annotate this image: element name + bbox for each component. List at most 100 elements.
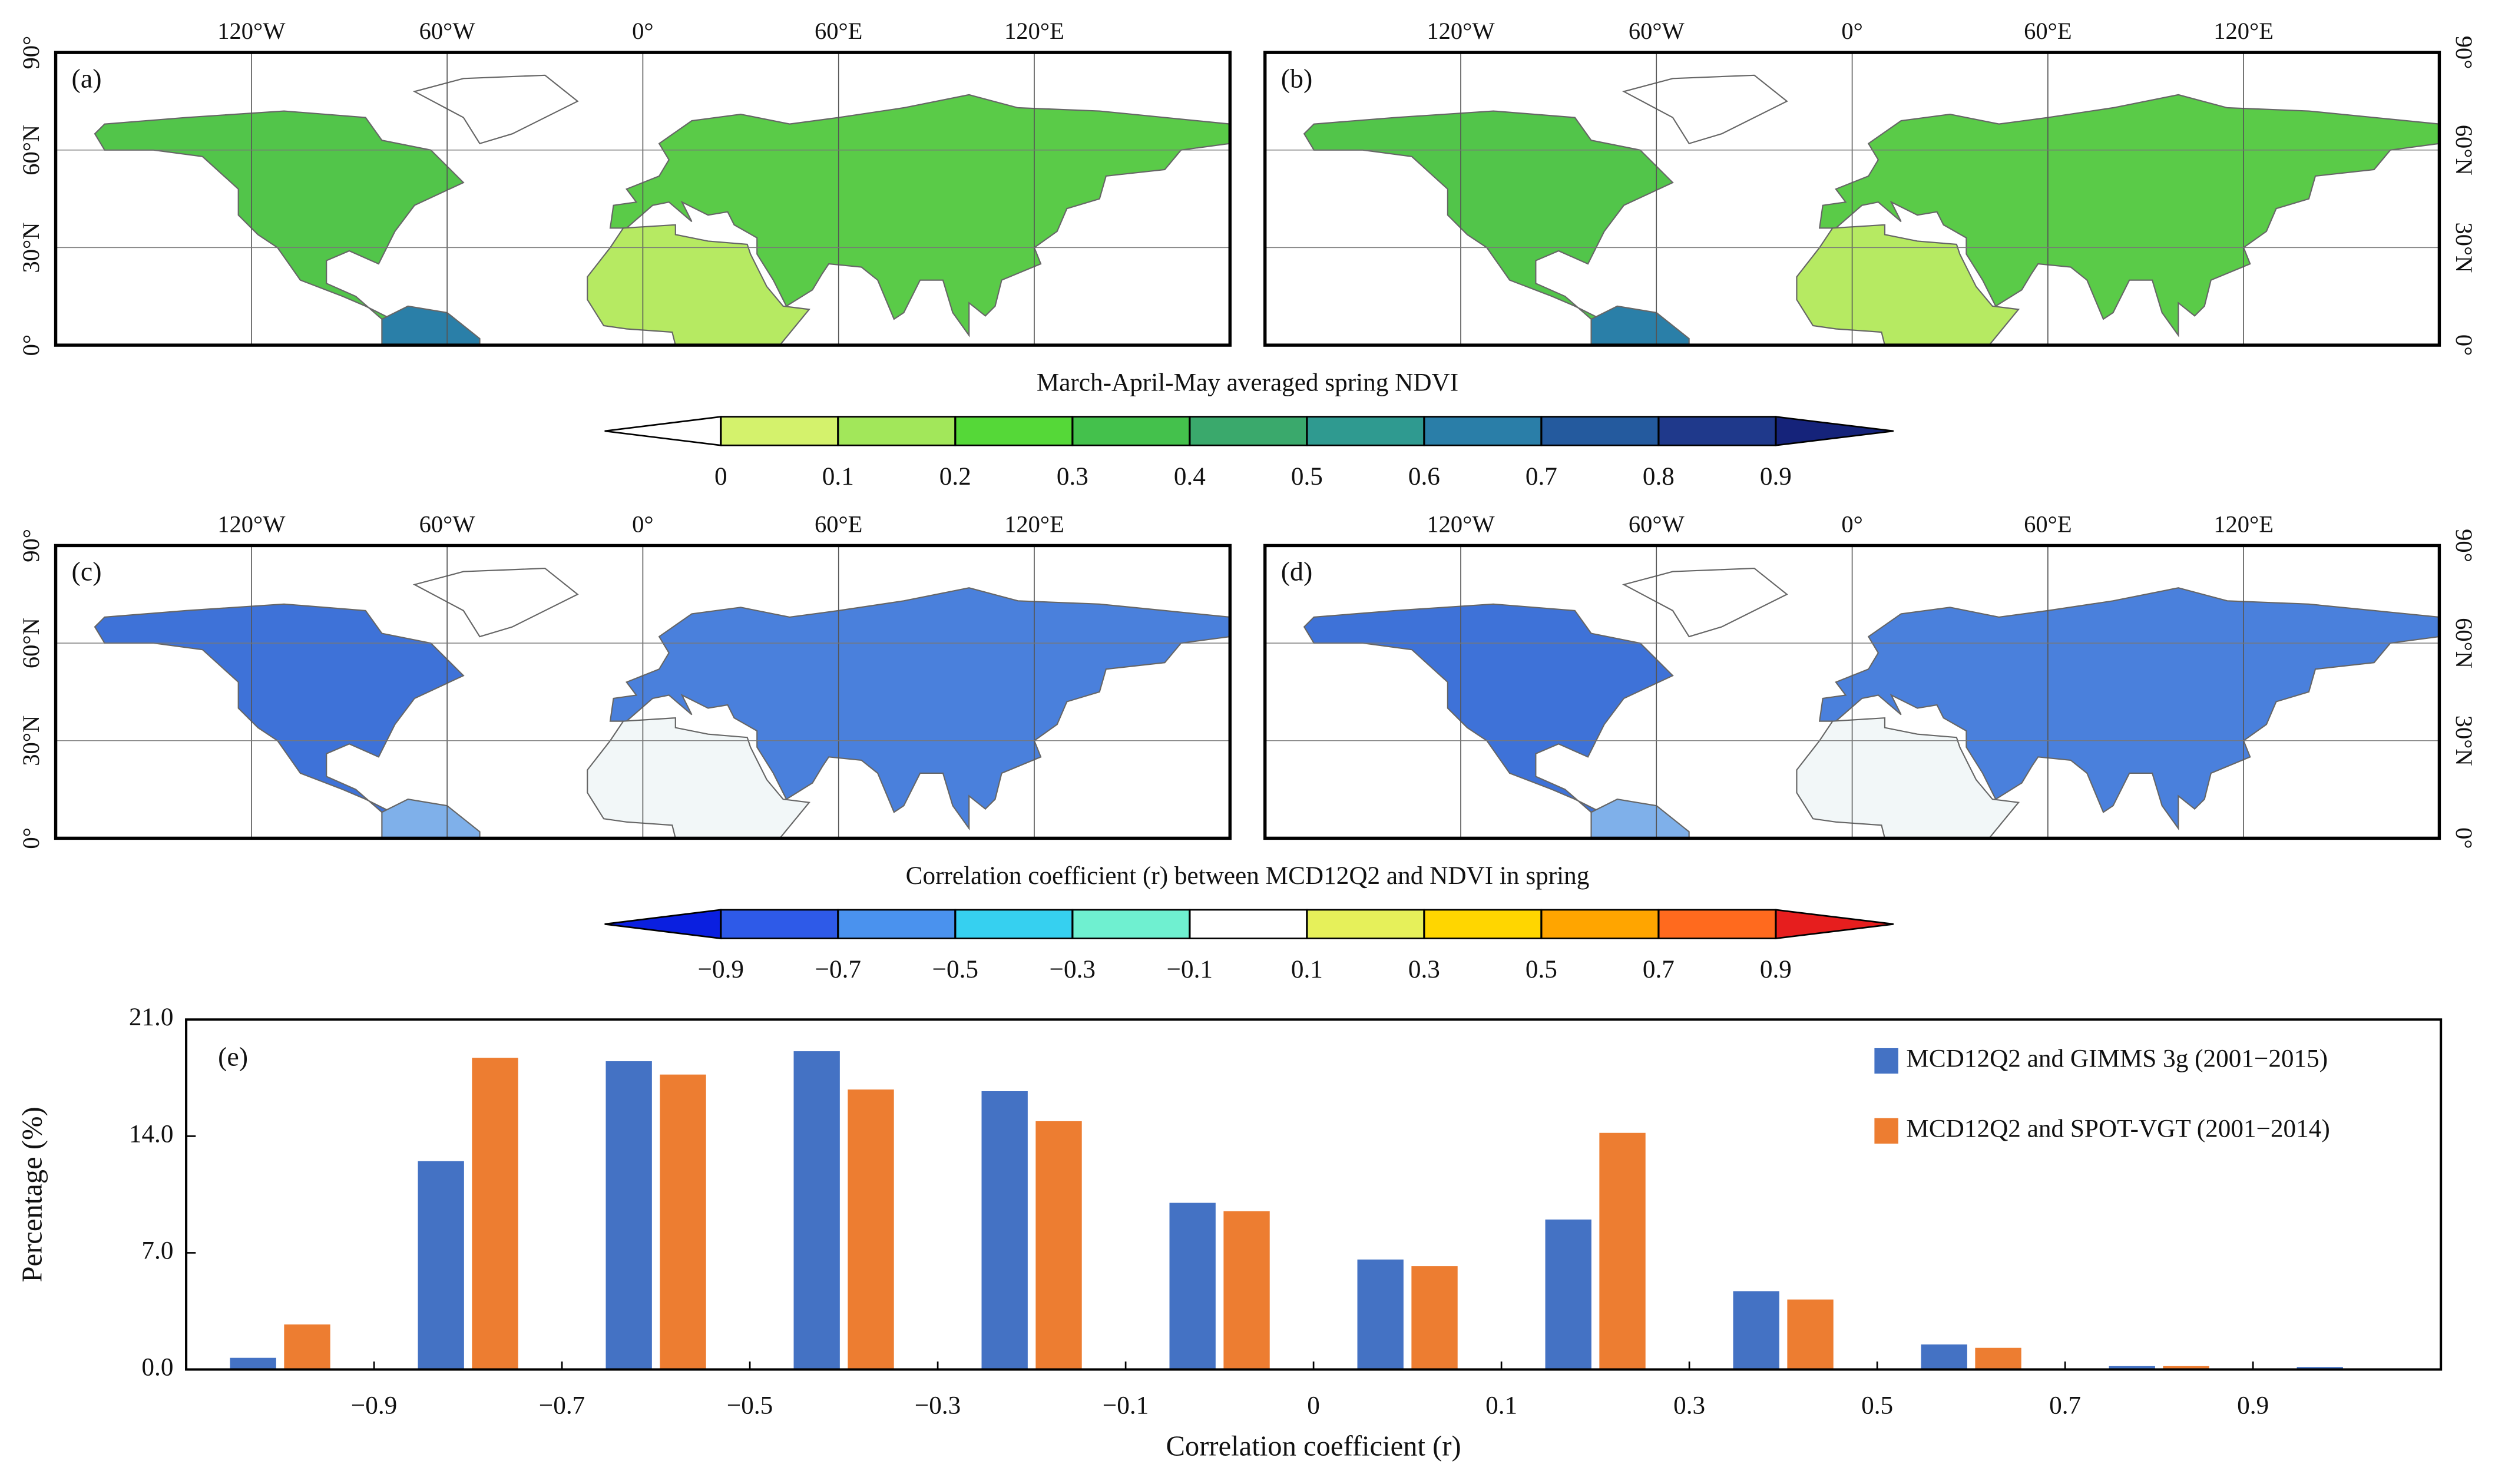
colorbar-segment	[1306, 909, 1425, 939]
bar	[418, 1161, 464, 1370]
land	[412, 567, 579, 638]
colorbar-tick-label: 0.3	[1057, 462, 1088, 491]
lon-tick-label: 120°W	[217, 18, 286, 44]
colorbar-segment	[954, 909, 1074, 939]
lon-tick-label: 60°E	[2024, 18, 2072, 44]
land	[1590, 305, 1690, 346]
y-tick-label: 7.0	[141, 1236, 173, 1264]
colorbar-tick-label: 0.1	[1291, 955, 1323, 983]
lon-tick-label: 0°	[1841, 511, 1862, 537]
colorbar-segment	[1306, 416, 1425, 446]
legend-label: MCD12Q2 and SPOT-VGT (2001−2014)	[1906, 1114, 2329, 1142]
legend-swatch	[1874, 1048, 1898, 1074]
lon-tick-label: 60°E	[815, 18, 862, 44]
y-axis-title: Percentage (%)	[16, 1107, 48, 1282]
land	[609, 587, 1230, 831]
colorbar-title: Correlation coefficient (r) between MCD1…	[906, 862, 1590, 890]
colorbar-tick-label: 0	[714, 462, 727, 491]
colorbar-over	[1775, 909, 1894, 940]
lon-tick-label: 60°E	[815, 511, 862, 537]
bar	[848, 1089, 894, 1370]
colorbar-tick-label: 0.4	[1174, 462, 1206, 491]
lat-tick-label: 0°	[18, 827, 44, 849]
bar	[2109, 1366, 2155, 1370]
colorbar-segment	[837, 416, 957, 446]
land	[1622, 567, 1788, 638]
bar	[1733, 1291, 1779, 1370]
map-frame	[1263, 544, 2441, 840]
x-tick-label: 0.5	[1861, 1391, 1893, 1419]
x-tick-label: 0.9	[2237, 1391, 2269, 1419]
lat-tick-label: 30°N	[18, 716, 44, 766]
lon-tick-label: 120°E	[1004, 18, 1064, 44]
legend-swatch	[1874, 1118, 1898, 1144]
y-tick-label: 14.0	[129, 1119, 174, 1148]
x-axis-title: Correlation coefficient (r)	[1166, 1430, 1461, 1462]
lon-tick-label: 120°E	[2213, 511, 2274, 537]
colorbar-under	[604, 416, 722, 446]
map-panel	[55, 545, 1230, 839]
x-tick-label: 0.7	[2049, 1391, 2081, 1419]
colorbar-tick-label: −0.9	[698, 955, 744, 983]
x-tick-label: 0.1	[1485, 1391, 1517, 1419]
land	[381, 799, 481, 839]
bar	[793, 1051, 840, 1370]
bar	[1035, 1121, 1082, 1370]
panel-label: (e)	[218, 1041, 248, 1071]
bar	[1975, 1347, 2021, 1370]
colorbar-segment	[1540, 416, 1660, 446]
colorbar-segment	[837, 909, 957, 939]
colorbar-segment	[1189, 909, 1308, 939]
x-tick-label: 0	[1307, 1391, 1320, 1419]
lon-tick-label: 120°W	[1427, 18, 1495, 44]
colorbar-segment	[954, 416, 1074, 446]
colorbar-tick-label: 0.7	[1643, 955, 1675, 983]
map-panel	[1265, 52, 2440, 346]
legend-label: MCD12Q2 and GIMMS 3g (2001−2015)	[1906, 1044, 2328, 1072]
bar	[2297, 1367, 2343, 1370]
colorbar-segment	[1071, 416, 1191, 446]
colorbar-tick-label: 0.5	[1526, 955, 1557, 983]
land	[94, 603, 465, 813]
bar	[1545, 1219, 1591, 1370]
colorbar-tick-label: 0.3	[1408, 955, 1440, 983]
map-panel	[55, 52, 1230, 346]
lat-tick-label: 0°	[2451, 827, 2477, 849]
land	[1590, 799, 1690, 839]
lon-tick-label: 120°W	[217, 511, 286, 537]
bar	[2163, 1366, 2209, 1370]
lon-tick-label: 0°	[632, 18, 653, 44]
lat-tick-label: 0°	[2451, 334, 2477, 356]
lat-tick-label: 30°N	[2451, 716, 2477, 766]
colorbar-segment	[1657, 909, 1777, 939]
bar	[230, 1357, 276, 1370]
map-panel	[1265, 545, 2440, 839]
colorbar-tick-label: 0.9	[1760, 462, 1792, 491]
bar	[284, 1324, 330, 1370]
bar	[1357, 1259, 1404, 1370]
land	[1622, 74, 1788, 145]
x-tick-label: 0.3	[1673, 1391, 1705, 1419]
map-frame	[1263, 51, 2441, 347]
land	[609, 94, 1230, 337]
map-frame	[54, 51, 1232, 347]
x-tick-label: −0.7	[539, 1391, 585, 1419]
colorbar-tick-label: 0.5	[1291, 462, 1323, 491]
lat-tick-label: 90°	[18, 529, 44, 562]
lon-tick-label: 120°W	[1427, 511, 1495, 537]
bar	[605, 1061, 652, 1370]
lon-tick-label: 0°	[632, 511, 653, 537]
lon-tick-label: 60°W	[1629, 18, 1685, 44]
colorbar-segment	[720, 909, 839, 939]
colorbar-segment	[1540, 909, 1660, 939]
lon-tick-label: 0°	[1841, 18, 1862, 44]
bar	[981, 1091, 1028, 1370]
bar	[472, 1058, 518, 1370]
colorbar-tick-label: −0.1	[1167, 955, 1213, 983]
lat-tick-label: 30°N	[18, 222, 44, 273]
lat-tick-label: 60°N	[18, 618, 44, 668]
lon-tick-label: 120°E	[2213, 18, 2274, 44]
colorbar-tick-label: 0.2	[939, 462, 971, 491]
plot-frame	[185, 1018, 2443, 1371]
